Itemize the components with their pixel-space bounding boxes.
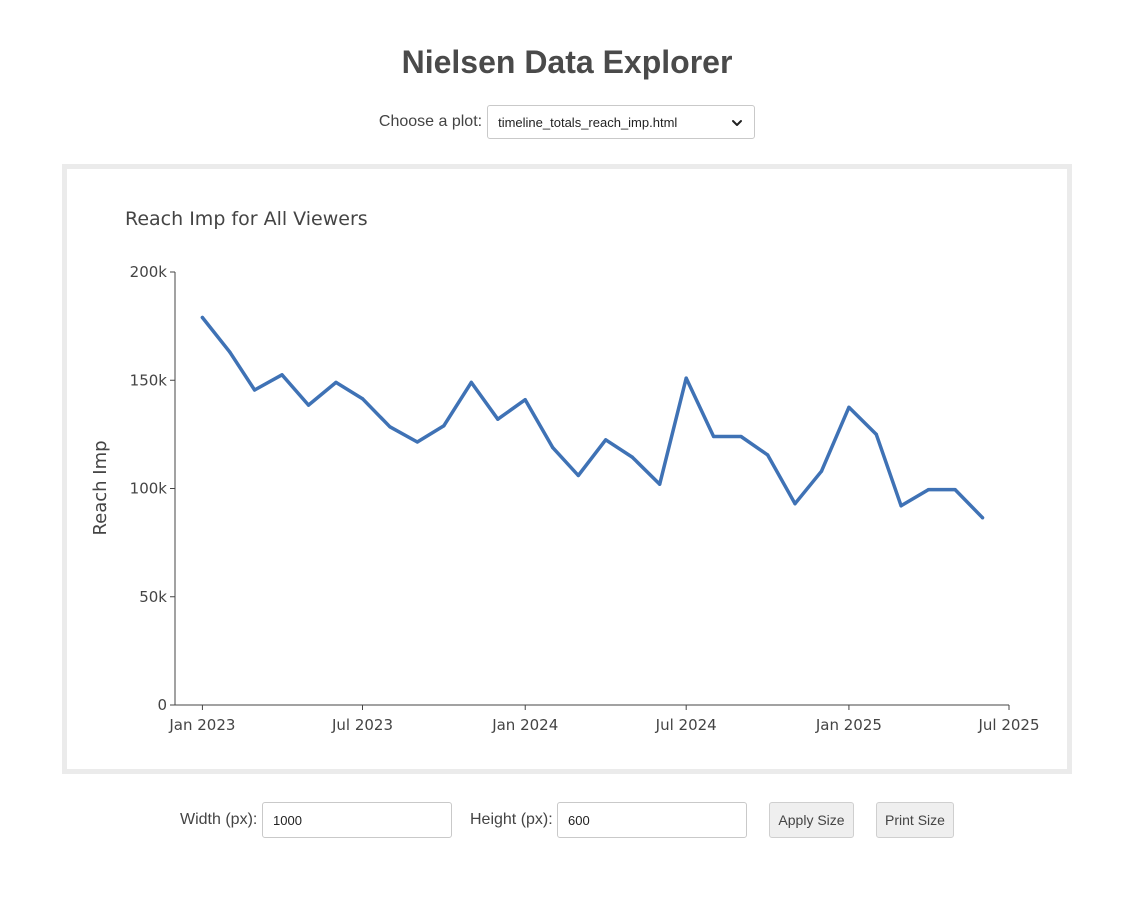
data-point xyxy=(712,434,716,439)
x-tick-label: Jan 2025 xyxy=(815,716,882,734)
data-point xyxy=(496,417,500,421)
y-tick-label: 150k xyxy=(130,371,168,389)
y-axis-title: Reach Imp xyxy=(90,440,111,535)
chevron-down-icon xyxy=(732,120,743,126)
chart-title: Reach Imp for All Viewers xyxy=(125,208,368,230)
data-point xyxy=(604,438,608,442)
data-point xyxy=(576,473,580,478)
y-tick-label: 0 xyxy=(157,696,167,714)
data-point xyxy=(253,388,257,392)
reach-imp-chart[interactable]: Reach Imp for All Viewers Reach Imp 0 50k… xyxy=(67,169,1067,769)
data-point xyxy=(980,516,985,520)
x-axis-ticks: Jan 2023 Jul 2023 Jan 2024 Jul 2024 Jan 2025… xyxy=(168,705,1040,734)
plot-frame: Reach Imp for All Viewers Reach Imp 0 50k… xyxy=(62,164,1072,774)
page-title: Nielsen Data Explorer xyxy=(401,44,733,80)
data-point xyxy=(442,424,446,428)
data-point xyxy=(551,445,555,449)
apply-size-button[interactable]: Apply Size xyxy=(769,802,854,838)
y-tick-label: 200k xyxy=(130,263,168,281)
plot-select[interactable]: timeline_totals_reach_imp.html xyxy=(487,105,756,139)
height-label: Height (px): xyxy=(470,811,553,828)
data-point xyxy=(793,502,797,506)
data-point xyxy=(874,432,878,436)
x-tick-label: Jul 2025 xyxy=(977,716,1039,734)
data-point xyxy=(658,482,662,486)
height-input[interactable] xyxy=(557,802,747,838)
y-tick-label: 50k xyxy=(139,588,167,606)
data-point xyxy=(819,469,824,473)
data-point xyxy=(200,315,204,320)
width-input[interactable] xyxy=(262,802,452,838)
data-point xyxy=(847,405,851,409)
data-point xyxy=(469,380,473,384)
data-point xyxy=(360,397,365,401)
data-point xyxy=(415,440,419,444)
width-label: Width (px): xyxy=(180,811,258,828)
data-point xyxy=(739,434,743,439)
data-point xyxy=(228,350,232,354)
data-point xyxy=(926,488,931,492)
data-point xyxy=(280,373,284,377)
x-tick-label: Jul 2023 xyxy=(331,716,393,734)
size-controls: Width (px): Height (px): Apply Size Prin… xyxy=(0,802,1129,838)
plot-select-value: timeline_totals_reach_imp.html xyxy=(498,114,678,130)
data-point xyxy=(953,488,957,492)
x-tick-label: Jul 2024 xyxy=(655,716,717,734)
x-tick-label: Jan 2024 xyxy=(491,716,558,734)
data-point xyxy=(766,453,770,457)
reach-imp-points xyxy=(200,315,985,520)
data-point xyxy=(334,380,338,384)
x-tick-label: Jan 2023 xyxy=(168,716,235,734)
print-size-button[interactable]: Print Size xyxy=(876,802,954,838)
data-point xyxy=(523,398,527,402)
plot-picker-label: Choose a plot: xyxy=(378,113,483,130)
data-point xyxy=(630,455,634,459)
data-point xyxy=(899,504,903,508)
y-axis-ticks: 0 50k 100k 150k 200k xyxy=(130,263,175,714)
data-point xyxy=(388,425,392,429)
reach-imp-line xyxy=(200,315,985,520)
data-point xyxy=(684,376,688,380)
y-tick-label: 100k xyxy=(130,480,168,498)
plot-picker-row: Choose a plot: timeline_totals_reach_imp… xyxy=(0,104,1129,140)
data-point xyxy=(306,403,311,407)
